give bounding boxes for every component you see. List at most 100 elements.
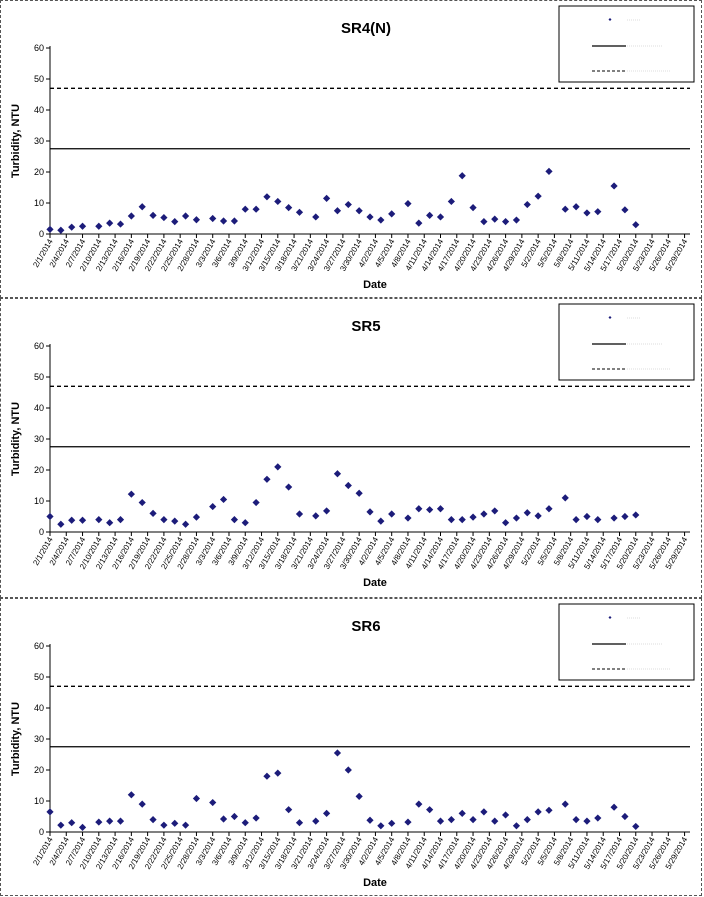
chart-2-data-point — [388, 819, 396, 827]
chart-1-data-point — [57, 520, 65, 528]
chart-1-data-point — [534, 512, 542, 520]
chart-2-legend-marker — [608, 616, 612, 619]
chart-0-y-tick-label: 10 — [34, 198, 44, 208]
chart-0-y-tick-label: 50 — [34, 74, 44, 84]
chart-0-data-point — [285, 204, 293, 212]
chart-1-data-point — [415, 505, 423, 513]
chart-2-data-point — [480, 808, 488, 816]
chart-1-data-point — [388, 510, 396, 518]
chart-0-data-point — [68, 223, 76, 231]
chart-1-legend — [558, 303, 695, 381]
chart-1-y-tick-label: 10 — [34, 496, 44, 506]
chart-1-data-point — [106, 519, 114, 527]
chart-2-data-point — [632, 822, 640, 831]
chart-1-data-point — [171, 517, 179, 525]
chart-0-data-point — [263, 193, 271, 201]
chart-1-data-point — [344, 481, 352, 490]
chart-0-data-point — [572, 203, 580, 211]
chart-0-data-point — [95, 222, 103, 230]
chart-2-y-tick-label: 50 — [34, 672, 44, 682]
chart-0-data-point — [274, 197, 282, 206]
chart-0-data-point — [594, 208, 602, 216]
chart-0-data-point — [632, 221, 640, 229]
chart-2-data-point — [78, 823, 87, 831]
chart-1-data-point — [583, 512, 591, 521]
chart-2-y-tick-label: 20 — [34, 765, 44, 775]
chart-2-data-point — [106, 817, 114, 825]
chart-1-data-point — [333, 470, 342, 478]
chart-2-data-point — [312, 817, 320, 825]
chart-0-data-point — [426, 211, 434, 219]
chart-0-data-point — [333, 207, 342, 215]
chart-0-data-point — [46, 225, 54, 233]
chart-2-data-point — [501, 811, 510, 819]
chart-0-data-point — [171, 218, 179, 226]
chart-2-data-point — [127, 791, 135, 799]
chart-panel-sr5: SR5 0 10 20 30 40 50 60 Turbidity, NTU 2/1/2014 2/… — [0, 298, 702, 598]
chart-2-data-point — [160, 821, 168, 829]
chart-1-y-tick-label: 40 — [34, 403, 44, 413]
chart-panel-sr6: SR6 0 10 20 30 40 50 60 Turbidity, NTU 2/1/2014 2/… — [0, 598, 702, 896]
chart-1-data-point — [263, 475, 271, 483]
chart-0-data-point — [312, 213, 320, 221]
chart-2-data-point — [57, 821, 65, 829]
chart-2-data-point — [583, 817, 591, 825]
chart-1-data-point — [312, 512, 320, 520]
chart-1-data-point — [252, 498, 260, 507]
chart-2-data-point — [523, 816, 531, 824]
chart-1-data-point — [274, 463, 282, 471]
chart-1-data-point — [219, 495, 228, 504]
chart-1-y-tick-label: 0 — [39, 527, 44, 537]
chart-1-data-point — [160, 516, 168, 524]
chart-2-data-point — [344, 766, 352, 774]
chart-2-data-point — [377, 822, 385, 830]
chart-2-data-point — [355, 792, 363, 800]
chart-1-data-point — [572, 516, 580, 524]
chart-1-x-axis-label: Date — [363, 577, 387, 589]
chart-2-data-point — [285, 806, 293, 814]
chart-2-x-axis-label: Date — [363, 877, 387, 889]
chart-1-data-point — [501, 519, 510, 527]
chart-1-y-tick-label: 20 — [34, 465, 44, 475]
chart-1-data-point — [632, 511, 640, 519]
chart-1-data-point — [447, 516, 455, 524]
chart-0-data-point — [491, 215, 499, 223]
chart-0-data-point — [78, 222, 87, 230]
chart-2-data-point — [491, 817, 499, 825]
chart-2-data-point — [68, 819, 76, 827]
chart-1-data-point — [436, 505, 445, 513]
chart-1-data-point — [545, 505, 553, 513]
chart-0-x-axis-label: Date — [363, 279, 387, 291]
chart-2-data-point — [171, 819, 179, 827]
chart-1-data-point — [230, 516, 239, 524]
chart-0-data-point — [149, 211, 157, 219]
chart-1-data-point — [512, 514, 521, 522]
chart-0-data-point — [192, 216, 201, 224]
chart-1-data-point — [46, 512, 54, 521]
chart-1-data-point — [68, 516, 76, 524]
chart-0-data-point — [512, 216, 521, 224]
chart-0-y-tick-label: 40 — [34, 105, 44, 115]
chart-2-y-tick-label: 40 — [34, 703, 44, 713]
chart-0-data-point — [116, 220, 125, 228]
chart-0-data-point — [404, 200, 412, 208]
chart-1-data-point — [469, 513, 477, 521]
chart-1-y-axis-label: Turbidity, NTU — [10, 402, 22, 476]
chart-2-data-point — [95, 818, 103, 826]
chart-1-data-point — [458, 516, 466, 524]
chart-2-data-point — [458, 809, 466, 817]
chart-2-data-point — [469, 816, 477, 824]
chart-0-data-point — [388, 210, 396, 218]
chart-0-data-point — [295, 208, 304, 216]
chart-2-data-point — [219, 815, 228, 823]
chart-1-data-point — [480, 510, 488, 518]
chart-0-data-point — [583, 209, 591, 217]
chart-2-legend — [558, 603, 695, 681]
chart-2-data-point — [241, 819, 249, 827]
chart-2-y-tick-label: 60 — [34, 641, 44, 651]
chart-1-data-point — [149, 509, 157, 517]
chart-0-data-point — [534, 192, 542, 200]
chart-2-data-point — [545, 806, 553, 814]
chart-0-data-point — [561, 205, 569, 213]
chart-0-data-point — [209, 214, 217, 223]
